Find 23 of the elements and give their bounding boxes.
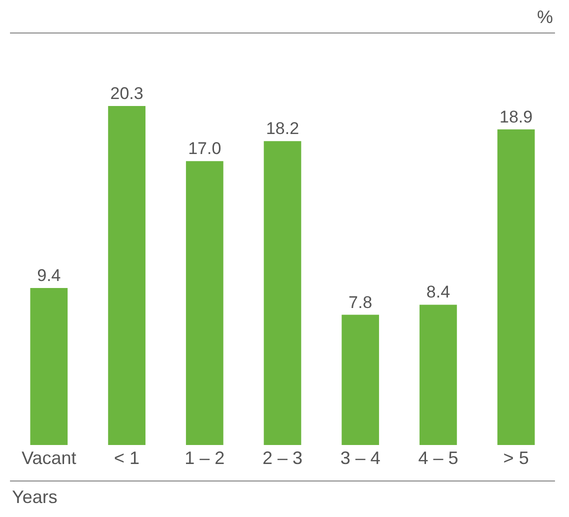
x-tick-label: 2 – 3 [262, 448, 303, 468]
x-tick-label: > 5 [503, 448, 529, 468]
x-tick-label: Vacant [22, 448, 76, 468]
bar [186, 161, 224, 445]
x-tick-label: 3 – 4 [340, 448, 380, 468]
data-label: 18.9 [500, 107, 533, 126]
bar [497, 129, 535, 445]
x-tick-label: < 1 [114, 448, 140, 468]
y-axis-title: % [537, 7, 554, 27]
bar [342, 314, 380, 445]
bar [108, 106, 146, 445]
bar [420, 304, 457, 445]
data-label: 9.4 [37, 266, 61, 286]
bar [30, 288, 68, 445]
x-tick-label: 4 – 5 [418, 448, 458, 468]
data-label: 8.4 [426, 282, 450, 302]
data-label: 18.2 [266, 119, 300, 138]
data-label: 20.3 [110, 84, 144, 104]
data-label: 17.0 [188, 139, 222, 158]
x-tick-label: 1 – 2 [184, 448, 225, 468]
x-axis-title: Years [12, 487, 58, 507]
bar [264, 141, 302, 445]
data-label: 7.8 [348, 292, 372, 312]
